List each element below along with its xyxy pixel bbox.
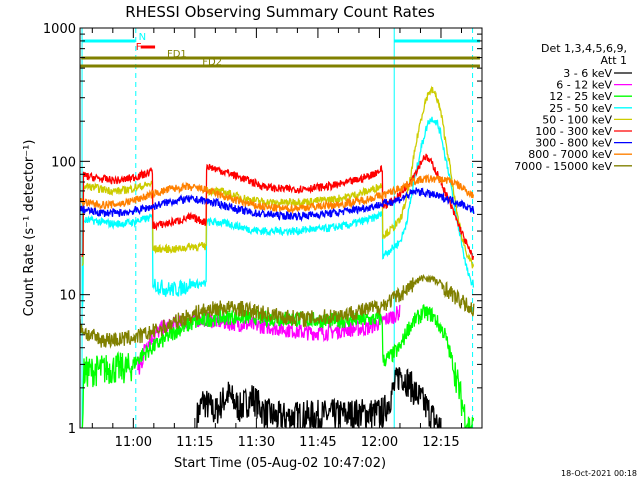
flag-label-4: FD2 [202,57,222,68]
plot-area: NF FD1 FD2 [80,28,480,428]
x-tick-label: 11:30 [238,435,275,450]
x-tick-label: 11:15 [176,435,213,450]
x-tick-label: 12:15 [422,435,459,450]
footer-timestamp: 18-Oct-2021 00:18 [561,469,637,478]
series-line-4 [81,85,475,269]
legend-entry-label: 3 - 6 keV [563,67,612,80]
series-line-3 [81,116,475,309]
series-line-5 [81,153,475,261]
y-tick-label: 100 [51,155,76,170]
x-tick-label: 12:00 [361,435,398,450]
legend-entry-label: 800 - 7000 keV [528,148,612,161]
y-tick-label: 10 [59,289,76,304]
y-tick-label: 1000 [43,22,76,37]
flag-label-3: FD1 [167,49,187,60]
series-line-7 [80,173,474,215]
legend-entry-label: 6 - 12 keV [556,79,612,92]
series-line-6 [80,187,475,223]
x-tick-label: 11:45 [299,435,336,450]
flag-label-2: F [136,42,142,53]
legend-entry-label: 300 - 800 keV [535,137,612,150]
legend-entry-label: 50 - 100 keV [542,113,612,126]
chart-title: RHESSI Observing Summary Count Rates [125,3,435,21]
legend-entry-label: 7000 - 15000 keV [514,160,612,173]
series-line-0 [196,367,441,428]
y-axis-label: Count Rate (s⁻¹ detector⁻¹) [22,140,37,317]
flag-label-0: N [139,32,146,43]
x-tick-label: 11:00 [115,435,152,450]
axes: 1 10 100 1000 11:00 11:15 11:30 11:45 12:00 12:15 [43,22,483,450]
series-line-8 [80,273,475,349]
legend-entry-label: 12 - 25 keV [549,90,612,103]
legend-header-line-2: Att 1 [601,54,627,67]
plot-frame [79,27,483,429]
legend-entry-label: 100 - 300 keV [535,125,612,138]
legend-header-line-1: Det 1,3,4,5,6,9, [541,42,627,55]
legend-entry-label: 25 - 50 keV [549,102,612,115]
x-axis-label: Start Time (05-Aug-02 10:47:02) [174,456,386,471]
y-tick-label: 1 [68,422,76,437]
